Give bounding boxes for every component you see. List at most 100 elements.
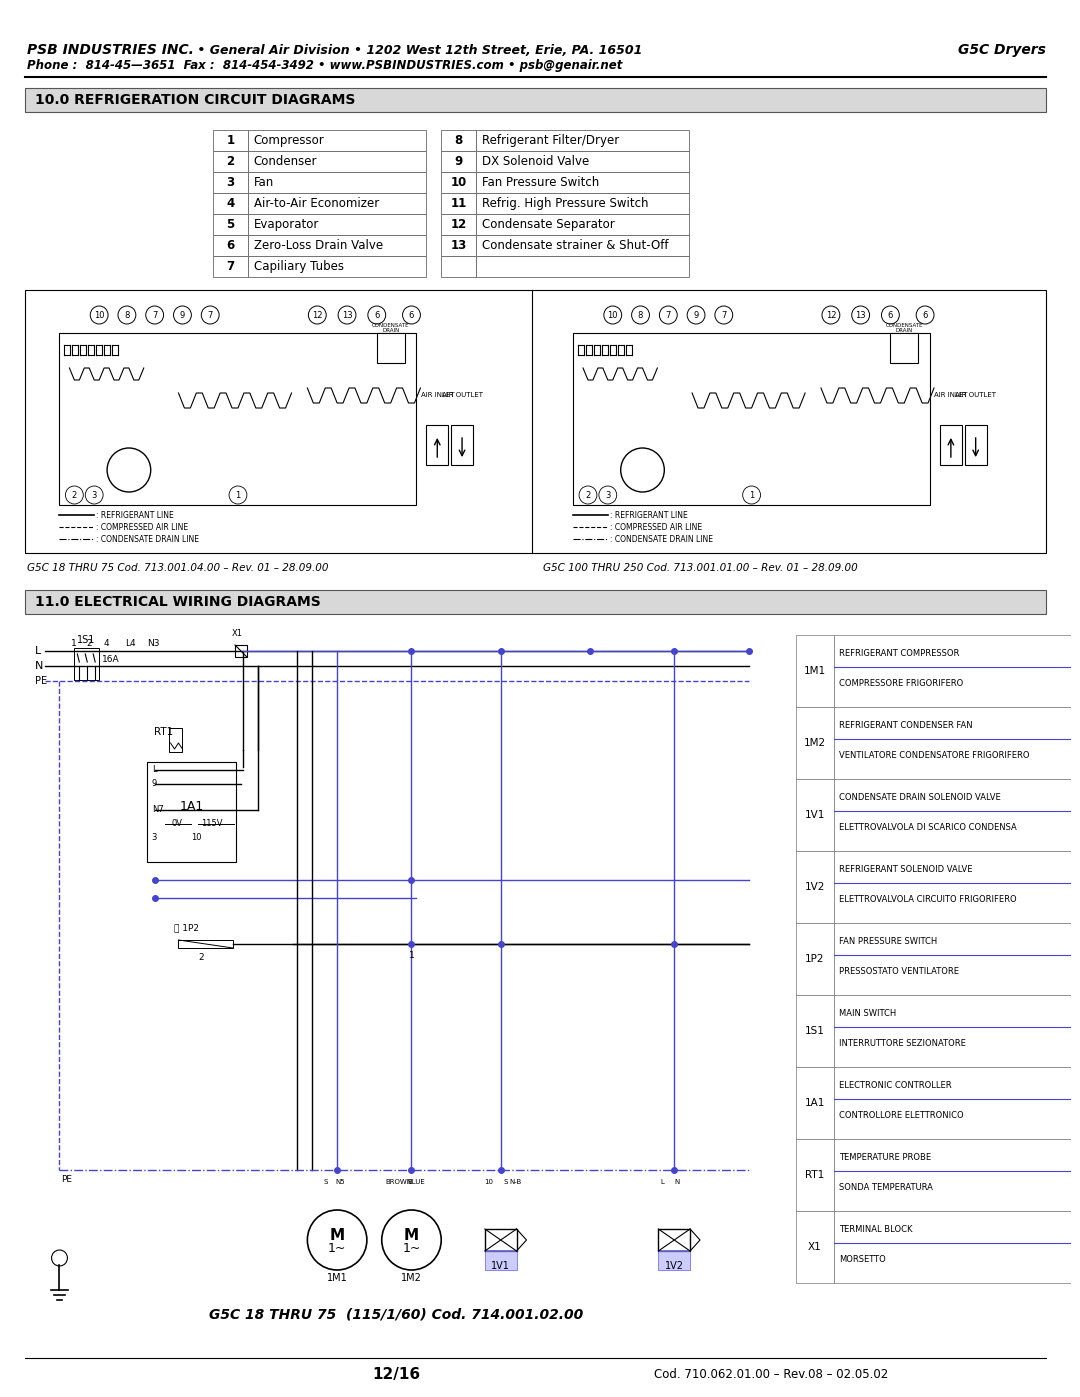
Bar: [834, 1211, 1080, 1282]
Bar: [213, 151, 248, 172]
Text: • General Air Division • 1202 West 12th Street, Erie, PA. 16501: • General Air Division • 1202 West 12th …: [193, 43, 643, 56]
Text: : CONDENSATE DRAIN LINE: : CONDENSATE DRAIN LINE: [610, 535, 713, 543]
Text: 12/16: 12/16: [373, 1368, 421, 1383]
Text: 2: 2: [227, 155, 234, 168]
Text: 13: 13: [450, 239, 467, 251]
Text: 1V1: 1V1: [491, 1261, 510, 1271]
Text: 13: 13: [341, 310, 352, 320]
Text: 1P2: 1P2: [806, 954, 825, 964]
Bar: [476, 214, 689, 235]
Text: Air-to-Air Economizer: Air-to-Air Economizer: [254, 197, 379, 210]
Bar: [75, 648, 99, 680]
Text: 3: 3: [92, 490, 97, 500]
Text: 1: 1: [235, 490, 241, 500]
Bar: [442, 235, 476, 256]
Bar: [147, 761, 237, 862]
Text: Fan Pressure Switch: Fan Pressure Switch: [482, 176, 599, 189]
Text: 9: 9: [693, 310, 699, 320]
Bar: [796, 923, 834, 995]
Text: PRESSOSTATO VENTILATORE: PRESSOSTATO VENTILATORE: [839, 968, 959, 977]
Bar: [442, 151, 476, 172]
Text: 1A1: 1A1: [179, 800, 203, 813]
Text: 1V1: 1V1: [805, 810, 825, 820]
Text: 9: 9: [151, 780, 157, 788]
Text: 2: 2: [86, 638, 92, 647]
Text: MAIN SWITCH: MAIN SWITCH: [839, 1009, 896, 1017]
Text: 6: 6: [409, 310, 414, 320]
Text: 12: 12: [450, 218, 467, 231]
Text: X1: X1: [231, 629, 243, 637]
Text: : REFRIGERANT LINE: : REFRIGERANT LINE: [96, 510, 174, 520]
Text: G5C 18 THRU 75  (115/1/60) Cod. 714.001.02.00: G5C 18 THRU 75 (115/1/60) Cod. 714.001.0…: [210, 1308, 583, 1322]
Text: 10: 10: [608, 310, 618, 320]
Bar: [213, 130, 248, 151]
Text: 1~: 1~: [402, 1242, 421, 1255]
Text: 7: 7: [152, 310, 158, 320]
Text: Refrig. High Pressure Switch: Refrig. High Pressure Switch: [482, 197, 648, 210]
Text: N: N: [35, 661, 43, 671]
Text: G5C 18 THRU 75 Cod. 713.001.04.00 – Rev. 01 – 28.09.00: G5C 18 THRU 75 Cod. 713.001.04.00 – Rev.…: [27, 563, 328, 573]
Text: Fan: Fan: [254, 176, 274, 189]
Bar: [427, 425, 448, 465]
Bar: [485, 1229, 516, 1250]
Bar: [834, 636, 1080, 707]
Text: : REFRIGERANT LINE: : REFRIGERANT LINE: [610, 510, 688, 520]
Bar: [476, 235, 689, 256]
Text: TEMPERATURE PROBE: TEMPERATURE PROBE: [839, 1153, 931, 1161]
Text: G5C Dryers: G5C Dryers: [958, 43, 1047, 57]
Text: Phone :  814-45—3651  Fax :  814-454-3492 • www.PSBINDUSTRIES.com • psb@genair.n: Phone : 814-45—3651 Fax : 814-454-3492 •…: [27, 59, 622, 71]
Text: BLUE: BLUE: [407, 1179, 426, 1185]
Bar: [168, 728, 183, 752]
Bar: [834, 1139, 1080, 1211]
Text: AIR INLET: AIR INLET: [420, 393, 454, 398]
Text: 8: 8: [455, 134, 462, 147]
Text: 11.0 ELECTRICAL WIRING DIAGRAMS: 11.0 ELECTRICAL WIRING DIAGRAMS: [35, 595, 321, 609]
Text: 10: 10: [484, 1179, 494, 1185]
Bar: [248, 193, 427, 214]
Bar: [213, 214, 248, 235]
Text: 8: 8: [124, 310, 130, 320]
Bar: [248, 256, 427, 277]
Text: 3: 3: [227, 176, 234, 189]
Bar: [442, 214, 476, 235]
Bar: [248, 130, 427, 151]
Text: 1: 1: [748, 490, 754, 500]
Text: SONDA TEMPERATURA: SONDA TEMPERATURA: [839, 1183, 933, 1193]
Bar: [964, 425, 986, 465]
Text: 12: 12: [825, 310, 836, 320]
Text: Compressor: Compressor: [254, 134, 325, 147]
Text: 2: 2: [199, 954, 204, 963]
Text: ELETTROVALVOLA CIRCUITO FRIGORIFERO: ELETTROVALVOLA CIRCUITO FRIGORIFERO: [839, 895, 1016, 904]
Bar: [476, 193, 689, 214]
Bar: [940, 425, 962, 465]
Text: 6: 6: [374, 310, 379, 320]
Text: 2: 2: [585, 490, 591, 500]
Text: Capiliary Tubes: Capiliary Tubes: [254, 260, 343, 272]
Text: Condensate Separator: Condensate Separator: [482, 218, 615, 231]
Text: 7: 7: [665, 310, 671, 320]
Text: Refrigerant Filter/Dryer: Refrigerant Filter/Dryer: [482, 134, 619, 147]
Text: COMPRESSORE FRIGORIFERO: COMPRESSORE FRIGORIFERO: [839, 679, 963, 689]
Text: L: L: [660, 1179, 664, 1185]
Text: N: N: [675, 1179, 679, 1185]
Text: RT1: RT1: [153, 726, 173, 738]
Bar: [442, 172, 476, 193]
Text: 1A1: 1A1: [805, 1098, 825, 1108]
Bar: [834, 995, 1080, 1067]
Text: 9: 9: [179, 310, 185, 320]
Text: 1: 1: [227, 134, 234, 147]
Bar: [248, 235, 427, 256]
Text: RT1: RT1: [806, 1171, 825, 1180]
Bar: [890, 332, 918, 363]
Bar: [834, 851, 1080, 923]
Text: Condensate strainer & Shut-Off: Condensate strainer & Shut-Off: [482, 239, 669, 251]
Text: 0V: 0V: [172, 820, 183, 828]
Bar: [796, 1139, 834, 1211]
Bar: [213, 256, 248, 277]
Text: X1: X1: [808, 1242, 822, 1252]
Bar: [573, 332, 930, 504]
Text: S: S: [323, 1179, 327, 1185]
Text: 4: 4: [227, 197, 234, 210]
Text: PE: PE: [62, 1175, 72, 1185]
Text: 10: 10: [450, 176, 467, 189]
